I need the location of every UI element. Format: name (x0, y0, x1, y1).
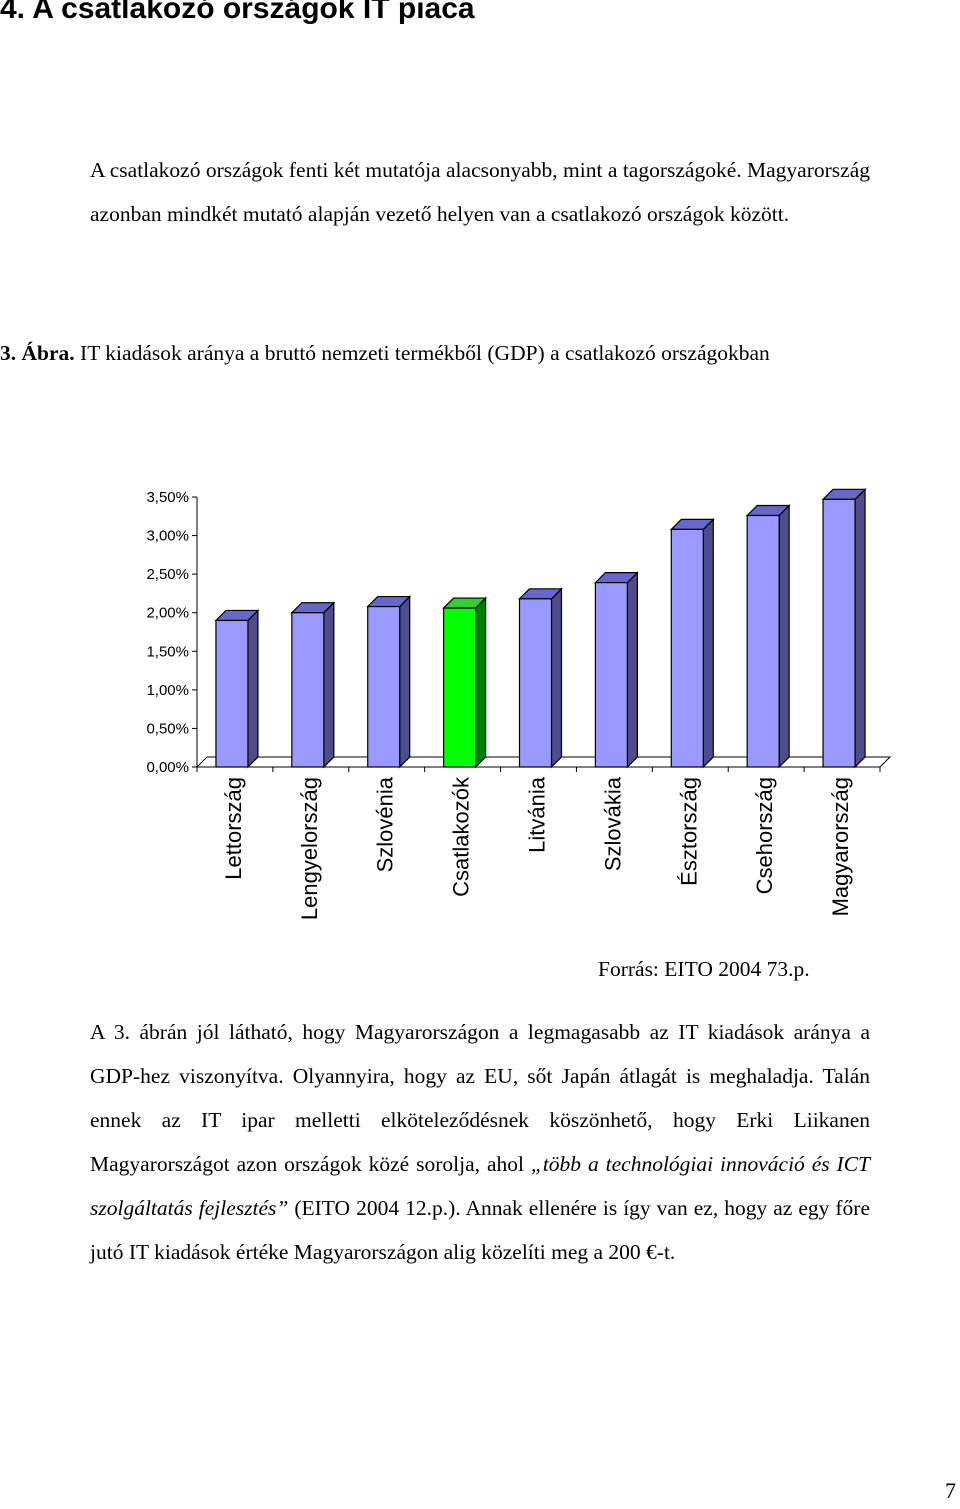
bar (518, 598, 553, 768)
bar-side (399, 595, 411, 769)
y-tick-label: 2,00% (146, 605, 189, 622)
y-tick-label: 3,50% (146, 489, 189, 506)
x-category-label: Szlovákia (600, 776, 625, 871)
y-tick-label: 1,00% (146, 682, 189, 699)
bar-side (247, 608, 259, 769)
bar-side (854, 487, 866, 769)
bar-side (475, 596, 487, 769)
x-category-label: Csatlakozók (449, 776, 474, 897)
it-spending-bar-chart: 0,00% 0,50% 1,00% 1,50% 2,00% 2,50% 3,00% 3,50%… (146, 487, 892, 920)
bar-side (550, 587, 563, 769)
section-heading: 4. A csatlakozó országok IT piaca (0, 0, 475, 25)
y-tick-label: 3,00% (146, 528, 189, 545)
bar-side (626, 571, 638, 769)
figure-source: Forrás: EITO 2004 73.p. (598, 957, 810, 981)
figure-caption: 3. Ábra. IT kiadások aránya a bruttó nem… (0, 333, 880, 373)
bar-side (778, 504, 790, 769)
x-category-label: Magyarország (828, 777, 853, 916)
figure-caption-text: IT kiadások aránya a bruttó nemzeti term… (80, 341, 770, 365)
x-category-label: Szlovénia (373, 776, 398, 872)
x-category-label: Csehország (752, 777, 777, 894)
y-tick-label: 0,00% (146, 759, 189, 776)
bar-highlight (443, 607, 477, 768)
bar (215, 619, 249, 768)
y-tick-label: 2,50% (146, 566, 189, 583)
y-tick-label: 1,50% (146, 643, 189, 660)
bar-side (702, 517, 714, 769)
bar (291, 612, 325, 768)
bar (746, 514, 780, 768)
x-category-label: Litvánia (525, 776, 550, 853)
bar (822, 498, 856, 768)
x-category-label: Észtország (676, 777, 701, 886)
bar-side (323, 601, 335, 769)
analysis-text-part1: A 3. ábrán jól látható, hogy Magyarorszá… (90, 1020, 870, 1176)
x-category-label: Lengyelország (297, 777, 322, 920)
bar (367, 605, 401, 768)
y-tick-label: 0,50% (146, 720, 189, 737)
x-category-label: Lettország (221, 777, 246, 880)
figure-label: 3. Ábra. (0, 341, 75, 365)
bar (594, 582, 628, 768)
page-number: 7 (945, 1478, 956, 1503)
intro-paragraph: A csatlakozó országok fenti két mutatója… (90, 158, 870, 226)
bar (670, 528, 704, 768)
analysis-quote: „több a technológiai innováció és ICT sz… (90, 1152, 871, 1220)
analysis-text-part2: (EITO 2004 12.p.). Annak ellenére is így… (90, 1196, 870, 1264)
analysis-paragraph: A 3. ábrán jól látható, hogy Magyarorszá… (90, 1010, 870, 1274)
